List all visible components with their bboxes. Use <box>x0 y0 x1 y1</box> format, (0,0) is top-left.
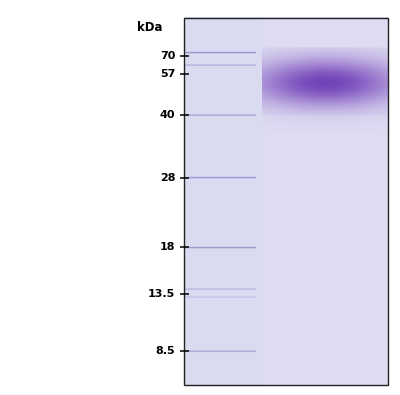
Text: 28: 28 <box>160 173 175 182</box>
Text: kDa: kDa <box>136 21 162 34</box>
Text: 18: 18 <box>160 243 175 252</box>
Text: 8.5: 8.5 <box>156 346 175 356</box>
Text: 40: 40 <box>160 110 175 120</box>
Text: 13.5: 13.5 <box>148 289 175 299</box>
Text: 57: 57 <box>160 69 175 79</box>
Bar <box>184 18 388 385</box>
Text: 70: 70 <box>160 51 175 61</box>
